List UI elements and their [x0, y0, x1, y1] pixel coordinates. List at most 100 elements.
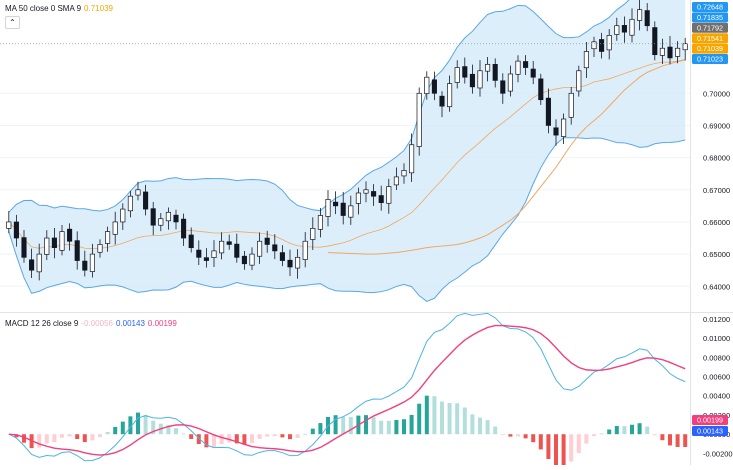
candle-body: [67, 228, 73, 242]
candle-body: [127, 195, 133, 212]
candle-body: [644, 10, 650, 27]
macd-histogram-bar: [181, 433, 186, 435]
candle-body: [447, 83, 453, 108]
macd-histogram-bar: [386, 420, 391, 435]
candle: [181, 213, 187, 246]
candle-body: [675, 47, 681, 57]
candle-body: [135, 189, 141, 196]
macd-histogram-bar: [212, 434, 216, 447]
candle: [29, 248, 35, 278]
candle: [44, 230, 50, 261]
candle-body: [158, 218, 164, 226]
macd-histogram-bar: [234, 434, 239, 444]
price-tick-label: 0.70000: [703, 89, 730, 98]
candle: [439, 91, 445, 118]
candle: [302, 232, 308, 268]
candle: [485, 56, 491, 82]
macd-histogram-bar: [683, 434, 688, 448]
macd-histogram-bar: [44, 434, 49, 444]
candle-body: [257, 240, 263, 257]
price-badge-label: 0.71792: [697, 23, 723, 32]
candle: [105, 226, 111, 252]
candle: [507, 65, 513, 97]
price-badge-label: 0.71835: [697, 13, 723, 22]
candle: [606, 29, 612, 60]
candle: [173, 209, 179, 230]
candle: [74, 231, 80, 270]
macd-histogram-bar: [113, 427, 118, 435]
macd-histogram-bar: [265, 434, 270, 437]
candle: [477, 60, 483, 97]
candle-body: [181, 218, 187, 239]
candle-body: [409, 144, 415, 174]
macd-histogram-bar: [538, 434, 543, 450]
sma50-line: [327, 59, 686, 255]
candle: [363, 181, 369, 203]
candle-body: [59, 231, 65, 251]
macd-histogram-bar: [470, 414, 475, 435]
candle: [150, 201, 156, 236]
macd-badge-bg: [692, 415, 728, 425]
macd-histogram-bar: [493, 426, 498, 435]
candle: [682, 37, 688, 61]
bollinger-basis-line: [8, 59, 686, 250]
candle-body: [355, 192, 361, 204]
macd-badge-label: 0.00143: [697, 427, 723, 436]
macd-badge: 0.00143: [692, 426, 728, 436]
price-badge-label: 0.72648: [697, 3, 723, 12]
candle: [644, 3, 650, 32]
macd-histogram-bar: [341, 416, 346, 435]
candle: [127, 191, 133, 218]
macd-tick-label: -0.00200: [703, 449, 733, 458]
candle-body: [561, 118, 567, 137]
candle: [515, 55, 521, 83]
macd-histogram-bar: [204, 434, 209, 448]
candle-body: [21, 237, 27, 258]
ma-legend[interactable]: MA 50 close 0 SMA 9 0.71039: [5, 4, 113, 13]
macd-histogram-bar: [303, 433, 308, 435]
price-badge-bg: [692, 12, 728, 23]
candle: [325, 190, 331, 227]
candle: [561, 113, 567, 144]
candle: [492, 58, 498, 88]
candle-body: [226, 241, 232, 245]
candle: [583, 41, 589, 79]
candle-body: [44, 237, 50, 255]
candle: [234, 233, 240, 263]
candle-body: [264, 237, 270, 245]
candle-body: [378, 195, 384, 203]
candle: [82, 250, 88, 277]
macd-histogram-bar: [280, 434, 285, 438]
candle: [272, 234, 278, 260]
macd-tick-label: 0.00800: [703, 353, 730, 362]
macd-histogram-bar: [668, 434, 672, 446]
candle-body: [416, 92, 422, 147]
macd-histogram-bar: [432, 396, 437, 435]
candle-body: [576, 70, 582, 92]
price-tick-label: 0.67000: [703, 186, 730, 195]
candle: [249, 247, 255, 271]
candle: [378, 185, 384, 211]
candle-body: [13, 221, 19, 239]
macd-legend[interactable]: MACD 12 26 close 9 -0.00056 0.00143 0.00199: [5, 319, 177, 328]
price-badge-bg: [692, 33, 728, 44]
candle-body: [340, 202, 346, 216]
macd-histogram-bar: [675, 434, 680, 447]
candle-body: [249, 253, 255, 266]
chevron-up-icon[interactable]: ⌃: [5, 16, 20, 29]
candle: [530, 60, 536, 85]
macd-histogram-bar: [455, 403, 460, 435]
candle-body: [105, 231, 111, 244]
macd-histogram-bar: [371, 417, 376, 435]
macd-histogram-bar: [614, 426, 619, 435]
candle-body: [606, 35, 612, 51]
candle: [36, 243, 42, 281]
candle-body: [279, 252, 285, 261]
macd-histogram-bar: [174, 428, 178, 435]
macd-histogram-bar: [485, 420, 490, 435]
candle: [310, 217, 316, 251]
candle: [523, 55, 529, 75]
candle: [21, 229, 27, 263]
